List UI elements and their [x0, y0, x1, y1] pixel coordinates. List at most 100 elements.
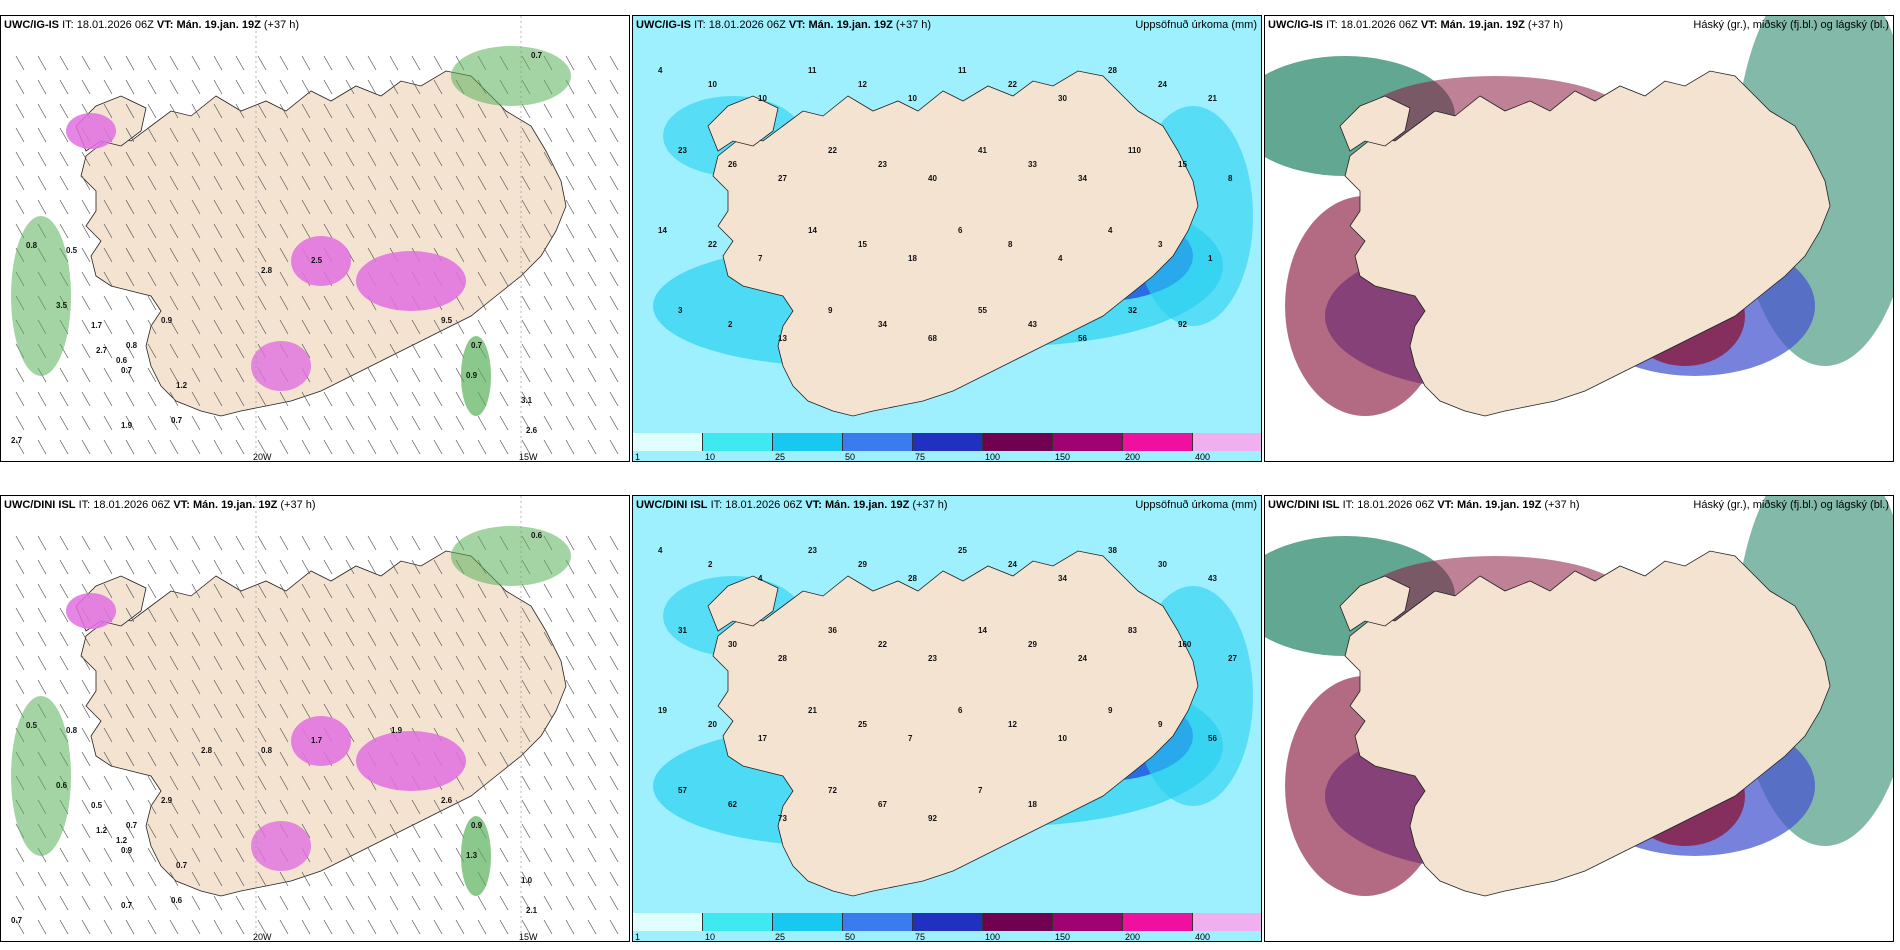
wind-barb — [543, 823, 553, 839]
wind-barb — [411, 79, 421, 95]
wind-barb — [455, 631, 465, 647]
wind-barb — [301, 895, 311, 911]
wind-barb — [521, 127, 531, 143]
wind-barb — [521, 847, 531, 863]
wind-barb — [169, 55, 179, 71]
it-prefix: IT: — [78, 499, 91, 511]
wind-barb — [125, 535, 135, 551]
accum-value-label: 10 — [1058, 734, 1067, 743]
wind-barb — [609, 655, 619, 671]
wind-barb — [213, 199, 223, 215]
wind-barb — [125, 895, 135, 911]
wind-barb — [125, 223, 135, 239]
wind-barb — [103, 919, 113, 935]
wind-barb — [279, 223, 289, 239]
it-prefix: IT: — [1326, 19, 1338, 31]
wind-barb — [191, 127, 201, 143]
wind-barb — [81, 415, 91, 431]
wind-barb — [433, 655, 443, 671]
vt-prefix: VT: — [805, 499, 822, 511]
wind-barb — [389, 919, 399, 935]
wind-barb — [147, 223, 157, 239]
accum-value-label: 1 — [1208, 254, 1213, 263]
westfjords — [707, 575, 779, 632]
wind-barb — [213, 79, 223, 95]
wind-barb — [125, 727, 135, 743]
wind-barb — [213, 535, 223, 551]
wind-barb — [235, 151, 245, 167]
wind-barb — [147, 295, 157, 311]
wind-barb — [301, 199, 311, 215]
wind-barb — [191, 679, 201, 695]
wind-barb — [477, 895, 487, 911]
wind-barb — [389, 895, 399, 911]
wind-barb — [37, 199, 47, 215]
accum-value-label: 14 — [978, 626, 987, 635]
wind-barb — [257, 127, 267, 143]
wind-barb — [565, 55, 575, 71]
wind-barb — [103, 583, 113, 599]
wind-barb — [433, 631, 443, 647]
wind-barb — [565, 391, 575, 407]
wind-barb — [279, 871, 289, 887]
wind-barb — [103, 871, 113, 887]
wind-barb — [125, 103, 135, 119]
wind-barb — [389, 127, 399, 143]
wind-barb — [191, 79, 201, 95]
wind-barb — [609, 367, 619, 383]
wind-barb — [543, 607, 553, 623]
wind-barb — [367, 343, 377, 359]
wind-barb — [235, 103, 245, 119]
wind-barb — [257, 79, 267, 95]
wind-barb — [543, 631, 553, 647]
wind-barb — [169, 319, 179, 335]
wind-barb — [345, 199, 355, 215]
wind-barb — [411, 103, 421, 119]
wind-barb — [301, 583, 311, 599]
vt-prefix: VT: — [1437, 499, 1454, 511]
wind-barb — [235, 703, 245, 719]
wind-barb — [81, 199, 91, 215]
wind-barb — [125, 871, 135, 887]
wind-barb — [125, 559, 135, 575]
wind-barb — [609, 271, 619, 287]
colorbar-tick-label: 75 — [915, 452, 926, 462]
wind-barb — [609, 175, 619, 191]
wind-barb — [609, 199, 619, 215]
wind-barb — [213, 391, 223, 407]
wind-barb — [455, 199, 465, 215]
wind-barb — [543, 391, 553, 407]
wind-barb — [345, 679, 355, 695]
wind-barb — [213, 847, 223, 863]
iceland-landmass — [1344, 70, 1831, 417]
accum-value-label: 24 — [1158, 80, 1167, 89]
wind-barb — [367, 679, 377, 695]
colorbar-tick-label: 25 — [775, 452, 786, 462]
wind-barb — [565, 319, 575, 335]
wind-barb — [389, 343, 399, 359]
wind-barb — [103, 103, 113, 119]
wind-barb — [191, 727, 201, 743]
wind-barb — [301, 559, 311, 575]
wind-barb — [301, 607, 311, 623]
wind-barb — [609, 919, 619, 935]
precip-value-label: 2.9 — [161, 796, 173, 805]
wind-barb — [565, 127, 575, 143]
wind-barb — [191, 319, 201, 335]
wind-barb — [433, 55, 443, 71]
wind-barb — [257, 607, 267, 623]
init-time: 18.01.2026 06Z — [708, 19, 786, 31]
wind-barb — [59, 919, 69, 935]
wind-barb — [147, 415, 157, 431]
precip-value-label: 0.9 — [121, 846, 133, 855]
wind-barb — [213, 223, 223, 239]
wind-barb — [367, 607, 377, 623]
wind-barb — [235, 199, 245, 215]
wind-barb — [499, 823, 509, 839]
wind-barb — [367, 895, 377, 911]
wind-barb — [59, 199, 69, 215]
colorbar-tick-label: 400 — [1195, 932, 1211, 942]
wind-barb — [411, 391, 421, 407]
precip-value-label: 2.8 — [261, 266, 273, 275]
wind-barb — [191, 247, 201, 263]
